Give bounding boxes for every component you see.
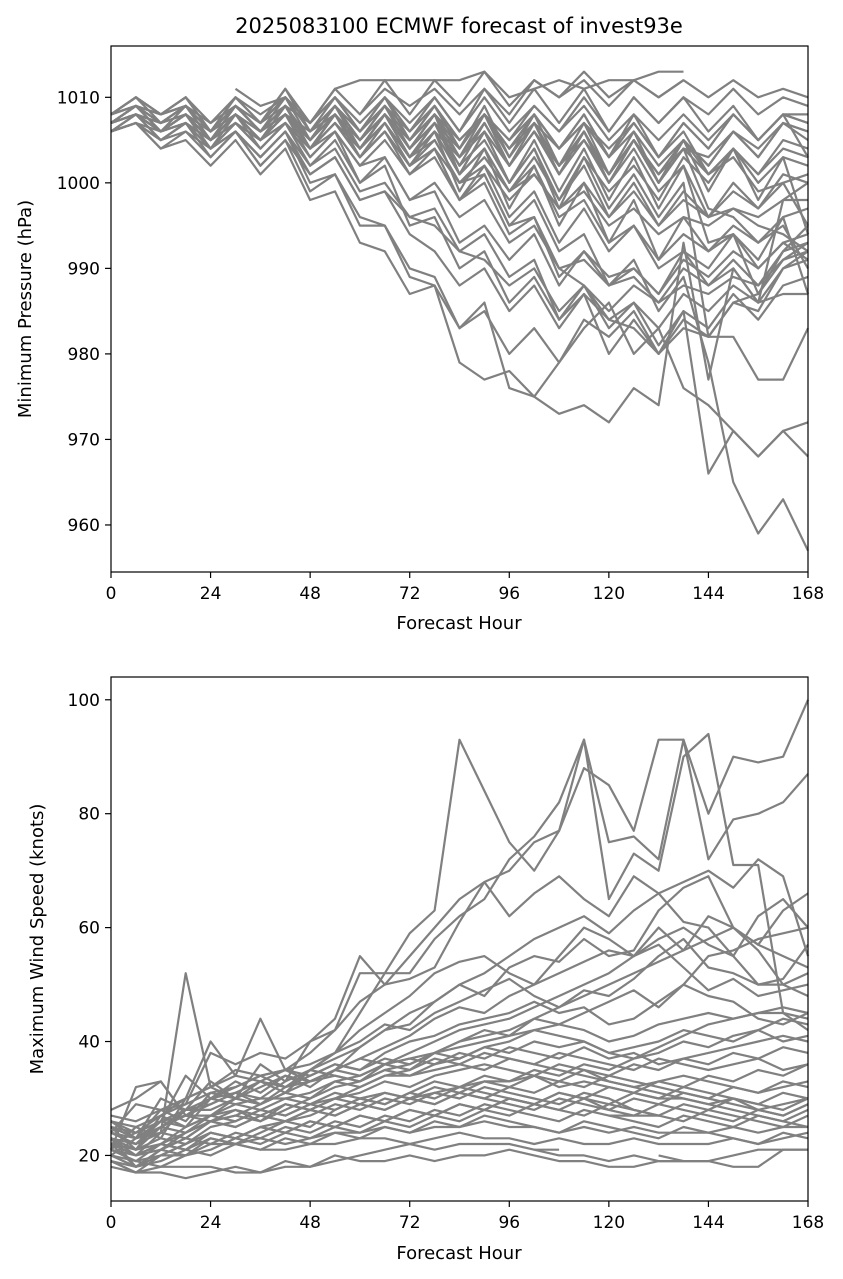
pressure-series-group — [110, 70, 810, 552]
wind-x-tick-label: 120 — [593, 1213, 625, 1233]
pressure-x-tick-label: 96 — [498, 584, 520, 604]
wind-x-tick-label: 48 — [299, 1213, 321, 1233]
pressure-y-tick-label: 1010 — [57, 88, 100, 108]
wind-series-line-4 — [110, 875, 809, 1140]
wind-y-tick-label: 80 — [78, 805, 100, 825]
wind-series-line-29 — [109, 1063, 809, 1151]
wind-y-tick-label: 60 — [78, 919, 100, 939]
pressure-x-tick-label: 24 — [200, 584, 222, 604]
wind-plot-frame — [110, 676, 809, 1202]
wind-y-tick-label: 40 — [78, 1033, 100, 1053]
pressure-series-line-38 — [359, 79, 685, 116]
wind-series-line-27 — [110, 1120, 808, 1151]
pressure-series-line-36 — [110, 113, 808, 236]
pressure-y-tick-label: 1000 — [57, 174, 100, 194]
pressure-y-tick-label: 980 — [68, 345, 100, 365]
pressure-series-line-33 — [110, 96, 809, 142]
pressure-plot-frame — [110, 45, 809, 573]
pressure-y-axis-label: Minimum Pressure (hPa) — [15, 200, 36, 418]
wind-series-line-2 — [110, 699, 810, 1146]
pressure-x-tick-label: 0 — [106, 584, 117, 604]
pressure-series-line-28 — [110, 113, 809, 313]
wind-series-line-36 — [110, 858, 810, 1140]
pressure-panel: 2025083100 ECMWF forecast of invest93e 0… — [15, 14, 824, 634]
pressure-x-tick-label: 72 — [399, 584, 421, 604]
wind-axis-ticks: 0 24 48 72 96 120 144 168 20 40 60 80 100 — [68, 691, 825, 1233]
pressure-series-line-11 — [110, 121, 809, 458]
pressure-series-line-34 — [110, 113, 809, 184]
pressure-y-tick-label: 960 — [68, 516, 100, 536]
wind-x-tick-label: 72 — [399, 1213, 421, 1233]
pressure-x-tick-label: 144 — [692, 584, 724, 604]
wind-series-line-31 — [110, 1034, 809, 1134]
chart-title: 2025083100 ECMWF forecast of invest93e — [235, 14, 683, 38]
pressure-series-line-32 — [110, 104, 809, 159]
wind-series-line-25 — [110, 1142, 808, 1174]
wind-series-line-39 — [658, 1154, 684, 1163]
pressure-x-tick-label: 120 — [593, 584, 625, 604]
wind-x-axis-label: Forecast Hour — [396, 1243, 522, 1264]
wind-series-line-21 — [110, 1091, 809, 1140]
wind-y-axis-label: Maximum Wind Speed (knots) — [27, 804, 48, 1075]
wind-series-line-32 — [110, 943, 809, 1157]
wind-x-tick-label: 144 — [692, 1213, 724, 1233]
wind-y-tick-label: 100 — [68, 691, 100, 711]
wind-series-group — [109, 699, 810, 1180]
wind-series-line-5 — [110, 915, 809, 1151]
pressure-series-line-37 — [234, 70, 684, 125]
wind-series-line-35 — [110, 892, 809, 1168]
wind-series-line-23 — [110, 1097, 809, 1151]
wind-series-line-33 — [110, 983, 809, 1151]
pressure-x-axis-label: Forecast Hour — [396, 613, 522, 634]
wind-series-line-30 — [110, 1051, 809, 1146]
wind-series-line-26 — [110, 1131, 809, 1168]
wind-x-tick-label: 24 — [200, 1213, 222, 1233]
wind-y-tick-label: 20 — [78, 1146, 100, 1166]
wind-series-line-3 — [110, 732, 809, 1151]
pressure-series-line-16 — [110, 104, 809, 270]
wind-x-tick-label: 168 — [792, 1213, 824, 1233]
wind-series-line-34 — [110, 898, 809, 1134]
pressure-y-tick-label: 970 — [68, 430, 100, 450]
pressure-series-line-31 — [110, 104, 809, 184]
wind-x-tick-label: 0 — [106, 1213, 117, 1233]
wind-x-tick-label: 96 — [498, 1213, 520, 1233]
pressure-series-line-35 — [110, 121, 809, 304]
wind-panel: 0 24 48 72 96 120 144 168 20 40 60 80 100 Forecast H… — [27, 676, 825, 1264]
pressure-x-tick-label: 48 — [299, 584, 321, 604]
pressure-axis-ticks: 0 24 48 72 96 120 144 168 960 970 980 990 1000 1010 — [57, 88, 824, 604]
pressure-y-tick-label: 990 — [68, 259, 100, 279]
pressure-x-tick-label: 168 — [792, 584, 824, 604]
